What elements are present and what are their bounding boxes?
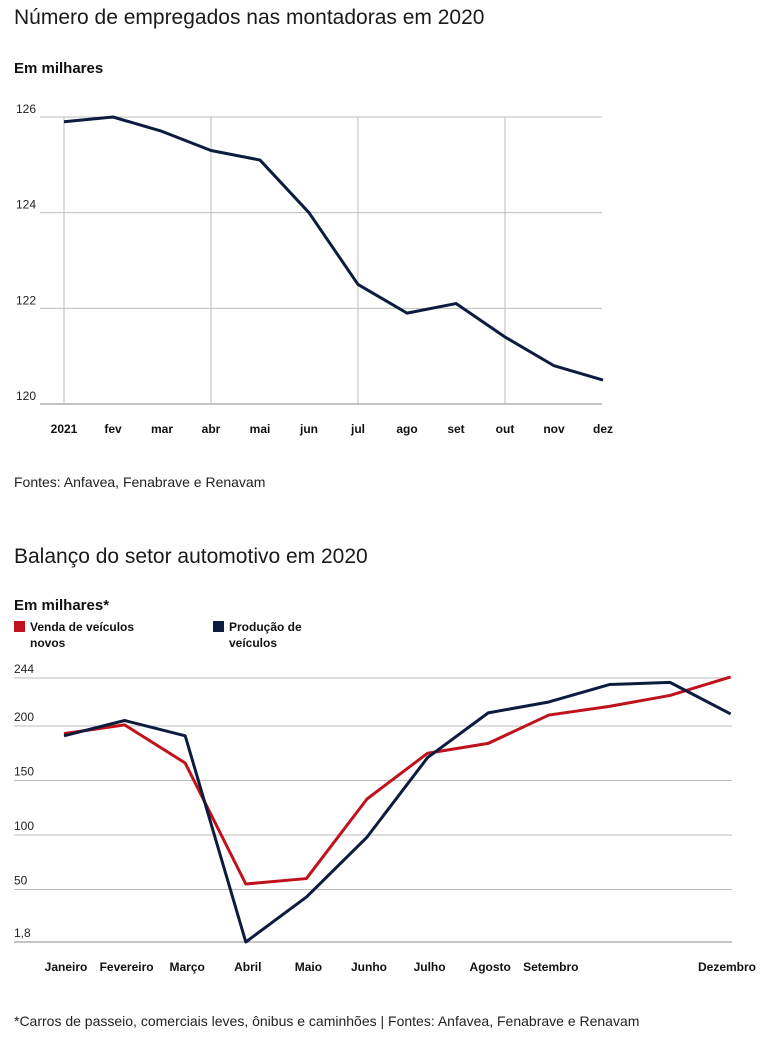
- chart2-x-tick-label: Junho: [351, 960, 387, 974]
- chart2-y-tick-label: 200: [14, 710, 34, 724]
- chart1-x-tick-label: jul: [350, 422, 365, 436]
- chart1-x-tick-label: abr: [202, 422, 221, 436]
- chart1-x-tick-label: dez: [593, 422, 613, 436]
- chart1-title: Número de empregados nas montadoras em 2…: [14, 6, 485, 29]
- chart1-x-tick-label: nov: [543, 422, 565, 436]
- chart2-x-tick-label: Maio: [295, 960, 322, 974]
- legend-swatch-venda: [14, 621, 25, 632]
- chart2-x-tick-label: Fevereiro: [100, 960, 154, 974]
- chart2-x-tick-label: Abril: [234, 960, 261, 974]
- legend-label-producao: Produção de veículos: [229, 620, 302, 650]
- chart1-x-tick-label: set: [447, 422, 464, 436]
- chart2-source: *Carros de passeio, comerciais leves, ôn…: [14, 1013, 640, 1029]
- legend-label-venda: Venda de veículos novos: [30, 620, 135, 650]
- chart1-x-tick-label: mar: [151, 422, 173, 436]
- chart1-unit-label: Em milhares: [14, 60, 104, 77]
- chart2-x-tick-label: Setembro: [523, 960, 578, 974]
- chart1-y-tick-label: 124: [16, 198, 36, 212]
- chart2-x-tick-label: Agosto: [470, 960, 511, 974]
- chart1-y-tick-label: 126: [16, 102, 36, 116]
- legend-item-venda: Venda de veículos novos: [14, 619, 134, 651]
- chart2-y-tick-label: 1,8: [14, 926, 31, 940]
- chart1-x-tick-label: 2021: [51, 422, 78, 436]
- chart2-x-tick-label: Janeiro: [45, 960, 88, 974]
- chart1-x-tick-label: fev: [104, 422, 122, 436]
- chart2-x-tick-label: Julho: [414, 960, 446, 974]
- chart2-unit-label: Em milhares*: [14, 597, 110, 614]
- chart2-x-tick-label: Dezembro: [698, 960, 756, 974]
- chart2-y-tick-label: 244: [14, 662, 34, 676]
- legend-item-producao: Produção de veículos: [213, 619, 302, 651]
- chart2-y-tick-label: 50: [14, 873, 28, 887]
- chart1-x-tick-label: mai: [250, 422, 271, 436]
- chart2-y-tick-label: 100: [14, 819, 34, 833]
- chart2-title: Balanço do setor automotivo em 2020: [14, 545, 368, 568]
- chart1-x-tick-label: out: [496, 422, 515, 436]
- chart1-plot: 120 122 124 126 2021 fev mar abr mai jun jul ago set…: [16, 102, 613, 436]
- chart2-plot: 1,8 50 100 150 200 244 Janeiro Fevereiro Março Ab…: [14, 662, 756, 974]
- chart1-series-line: [63, 115, 604, 382]
- legend-swatch-producao: [213, 621, 224, 632]
- chart1-y-tick-label: 120: [16, 389, 36, 403]
- chart2-x-tick-label: Março: [170, 960, 205, 974]
- chart1-source: Fontes: Anfavea, Fenabrave e Renavam: [14, 474, 266, 490]
- chart1-x-tick-label: ago: [396, 422, 417, 436]
- chart2-y-tick-label: 150: [14, 764, 34, 778]
- chart1-y-tick-label: 122: [16, 293, 36, 307]
- chart2-series-venda-line: [63, 675, 732, 886]
- chart1-x-tick-label: jun: [299, 422, 318, 436]
- chart2-series-producao-line: [63, 680, 732, 944]
